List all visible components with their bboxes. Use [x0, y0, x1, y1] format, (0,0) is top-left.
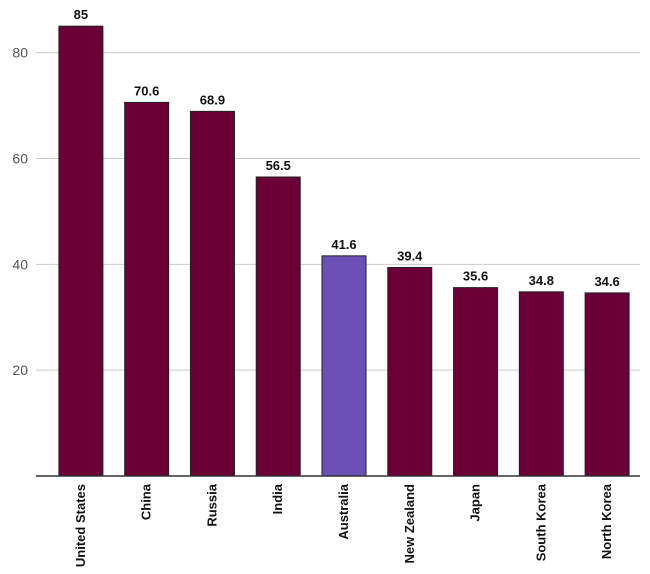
category-label: China	[139, 483, 154, 520]
y-axis-ticks: 20 40 60 80	[12, 45, 28, 379]
category-label: North Korea	[599, 483, 614, 559]
data-label: 56.5	[266, 158, 291, 173]
bar-south-korea	[518, 291, 564, 477]
y-tick-label: 80	[12, 45, 28, 61]
data-label: 70.6	[134, 83, 159, 98]
bar-australia	[321, 255, 367, 477]
category-label: United States	[73, 484, 88, 567]
category-label: Russia	[204, 483, 219, 526]
bar-north-korea	[584, 292, 630, 477]
y-tick-label: 20	[12, 362, 28, 378]
data-label: 34.6	[594, 274, 619, 289]
bar-china	[124, 101, 170, 477]
category-label: Japan	[468, 484, 483, 522]
x-axis-categories: United States China Russia India Australia Ne…	[73, 483, 614, 567]
bar-russia	[189, 110, 235, 477]
bar-new-zealand	[387, 266, 433, 477]
category-label: India	[270, 483, 285, 514]
category-label: Australia	[336, 483, 351, 539]
data-labels: 85 70.6 68.9 56.5 41.6 39.4 35.6 34.8 34.6	[74, 7, 620, 289]
bar-united-states	[58, 25, 104, 477]
bar-india	[255, 176, 301, 477]
bar-japan	[453, 287, 499, 477]
category-label: New Zealand	[402, 484, 417, 564]
data-label: 39.4	[397, 248, 423, 263]
y-tick-label: 40	[12, 256, 28, 272]
category-label: South Korea	[533, 483, 548, 561]
data-label: 35.6	[463, 269, 488, 284]
data-label: 68.9	[200, 92, 225, 107]
data-label: 34.8	[529, 273, 554, 288]
data-label: 85	[74, 7, 88, 22]
data-label: 41.6	[331, 237, 356, 252]
y-tick-label: 60	[12, 150, 28, 166]
